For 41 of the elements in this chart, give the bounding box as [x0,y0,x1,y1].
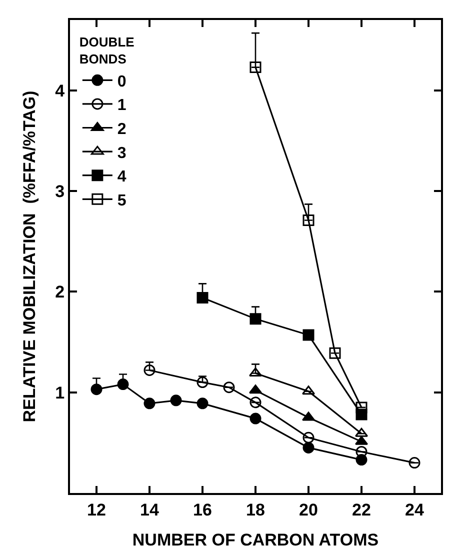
point [196,398,208,410]
x-tick-label: 20 [299,500,318,520]
point [250,412,262,424]
point [356,446,368,458]
point [196,376,208,388]
point [250,62,262,74]
y-tick-label: 3 [55,182,65,202]
point [196,292,208,304]
x-axis-title: NUMBER OF CARBON ATOMS [132,530,379,550]
point [250,396,262,408]
point [144,364,156,376]
legend-title: DOUBLE BONDS [79,34,135,66]
point [90,384,102,396]
x-tick-label: 16 [193,500,212,520]
y-tick-label: 1 [55,383,65,402]
point [170,394,182,406]
point [302,442,314,454]
point [117,378,129,390]
point [250,313,262,325]
point [302,432,314,444]
point [302,214,314,226]
legend-label: 0 [117,73,126,90]
y-tick-label: 2 [55,282,65,302]
point [329,347,341,359]
point [302,329,314,341]
x-tick-label: 14 [140,500,160,520]
x-tick-label: 22 [352,500,371,520]
y-axis-title: RELATIVE MOBILIZATION (%FFA/%TAG) [20,90,40,422]
legend-label: 2 [117,121,126,138]
point [144,398,156,410]
legend-label: 4 [117,168,126,186]
point [223,382,235,394]
y-tick-label: 4 [55,81,66,100]
point [408,457,420,469]
legend-label: 1 [117,97,126,114]
x-tick-label: 12 [87,500,106,520]
point [356,402,368,414]
x-tick-label: 24 [405,500,424,520]
x-tick-label: 18 [246,500,265,520]
legend-label: 3 [117,144,126,162]
legend-label: 5 [117,192,126,210]
